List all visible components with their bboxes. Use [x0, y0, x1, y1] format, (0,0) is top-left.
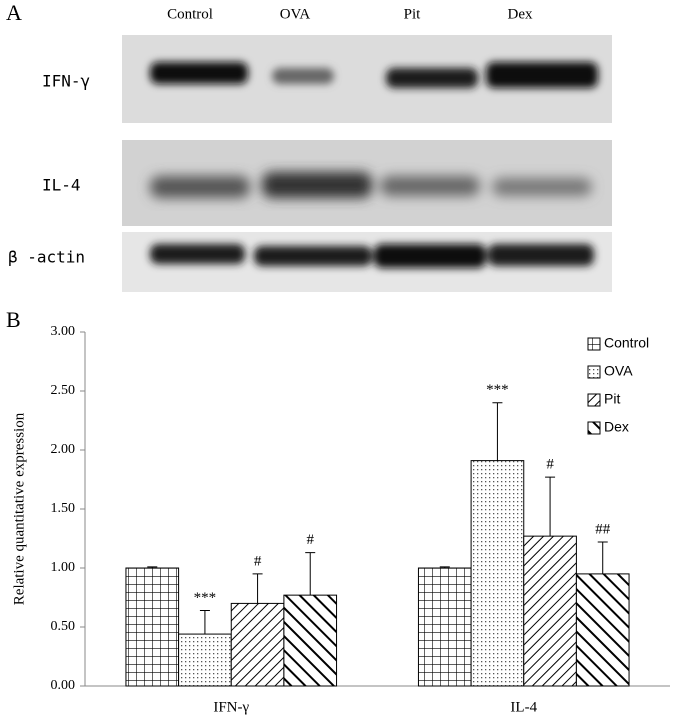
y-tick-label: 1.00	[51, 560, 76, 575]
y-tick-label: 0.50	[51, 619, 76, 634]
row-label: β -actin	[8, 248, 85, 267]
y-axis-label: Relative quantitative expression	[11, 412, 27, 605]
bands	[150, 172, 592, 198]
y-tick-label: 2.00	[51, 442, 76, 457]
legend-label: Pit	[604, 391, 620, 407]
error-bar	[597, 541, 608, 574]
error-bar	[545, 476, 556, 537]
legend-swatch	[587, 421, 601, 435]
error-bar	[492, 402, 503, 461]
bands	[150, 62, 598, 268]
lane-label: Dex	[508, 6, 533, 22]
legend-swatch	[587, 365, 601, 379]
error-bar	[199, 609, 210, 635]
row-label: IL-4	[42, 176, 81, 195]
legend-label: Control	[604, 335, 649, 351]
lane-label: Control	[167, 6, 213, 22]
panel-label: B	[6, 307, 21, 332]
error-bar	[305, 552, 316, 596]
y-tick-label: 2.50	[51, 383, 76, 398]
significance-label: ***	[194, 590, 217, 606]
x-tick-label: IL-4	[510, 699, 537, 715]
significance-label: ***	[486, 382, 509, 398]
lane-label: Pit	[404, 6, 422, 22]
bar	[178, 633, 232, 687]
row-label: IFN-γ	[42, 72, 90, 91]
y-tick-label: 0.00	[51, 678, 76, 693]
bar	[470, 460, 525, 687]
bar	[575, 573, 630, 687]
significance-label: #	[546, 457, 554, 473]
legend-label: Dex	[604, 419, 629, 435]
bar	[283, 594, 338, 687]
error-bar	[147, 566, 158, 568]
legend-swatch	[587, 337, 601, 351]
error-bar	[439, 566, 450, 568]
bar	[230, 602, 285, 687]
bar	[417, 567, 472, 687]
significance-label: #	[254, 553, 262, 569]
significance-label: #	[306, 532, 314, 548]
significance-label: ##	[595, 521, 611, 537]
y-tick-label: 1.50	[51, 501, 76, 516]
lane-label: OVA	[280, 6, 311, 22]
panel-label: A	[6, 0, 22, 25]
legend-label: OVA	[604, 363, 633, 379]
error-bar	[252, 573, 263, 604]
x-tick-label: IFN-γ	[213, 699, 249, 715]
y-tick-label: 3.00	[51, 324, 76, 339]
bar	[125, 567, 180, 687]
bar	[523, 535, 577, 687]
western-blot: A Control OVA Pit Dex IFN-γ IL-4 β -acti…	[6, 0, 612, 292]
legend-swatch	[587, 393, 601, 407]
